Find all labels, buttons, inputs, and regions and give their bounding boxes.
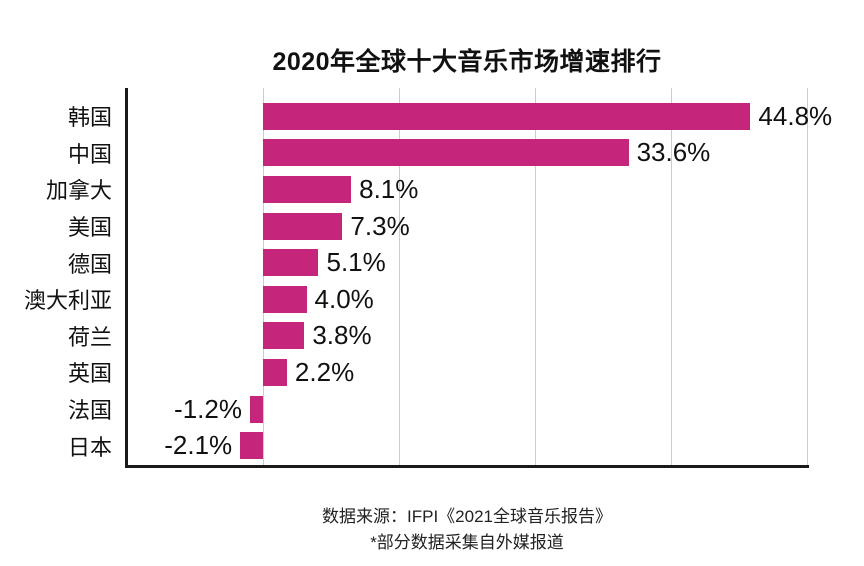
bar [263, 139, 629, 167]
bar-row: 日本 -2.1% [0, 427, 864, 464]
bar [263, 102, 751, 130]
bar [263, 285, 307, 313]
plot-area: 韩国 44.8% 中国 33.6% 加拿大 8.1% 美国 7.3% 德国 5.1% 澳大利亚 4.0… [0, 88, 864, 468]
bar-row: 澳大利亚 4.0% [0, 281, 864, 318]
bar [263, 175, 352, 203]
bar [263, 212, 343, 240]
bar [263, 322, 305, 350]
bar [263, 249, 319, 277]
gridline [670, 88, 672, 465]
value-label: -1.2% [174, 393, 242, 424]
value-label: 5.1% [326, 247, 386, 278]
category-label: 法国 [67, 398, 112, 424]
gridline [262, 88, 264, 465]
category-label: 加拿大 [45, 178, 112, 204]
category-label: 中国 [67, 141, 112, 167]
value-label: 3.8% [312, 320, 372, 351]
bar-row: 中国 33.6% [0, 135, 864, 172]
chart-title: 2020年全球十大音乐市场增速排行 [272, 48, 662, 76]
category-label: 美国 [67, 215, 112, 241]
bar-row: 英国 2.2% [0, 354, 864, 391]
disclaimer-line: *部分数据采集自外媒报道 [370, 533, 564, 552]
bar-row: 荷兰 3.8% [0, 318, 864, 355]
category-label: 荷兰 [67, 324, 112, 350]
bar [240, 432, 263, 460]
bar-row: 韩国 44.8% [0, 98, 864, 135]
value-label: 2.2% [294, 356, 355, 387]
data-source-note: 数据来源：IFPI《2021全球音乐报告》 *部分数据采集自外媒报道 [127, 504, 807, 556]
category-label: 韩国 [67, 105, 112, 131]
bar [249, 395, 263, 423]
bar-row: 德国 5.1% [0, 244, 864, 281]
value-label: 33.6% [636, 137, 711, 168]
value-label: 7.3% [350, 210, 410, 241]
value-label: -2.1% [164, 430, 233, 461]
category-label: 日本 [67, 434, 112, 460]
gridline [534, 88, 536, 465]
value-label: 4.0% [314, 283, 374, 314]
value-label: 44.8% [758, 100, 833, 131]
bar-row: 加拿大 8.1% [0, 171, 864, 208]
category-label: 英国 [67, 361, 112, 387]
bar-row: 法国 -1.2% [0, 391, 864, 428]
category-label: 德国 [67, 251, 112, 277]
source-line: 数据来源：IFPI《2021全球音乐报告》 [322, 507, 612, 526]
category-label: 澳大利亚 [23, 288, 112, 314]
bar-row: 美国 7.3% [0, 208, 864, 245]
bar [263, 358, 287, 386]
gridline [806, 88, 808, 465]
gridline [398, 88, 400, 465]
x-axis-line [125, 465, 809, 468]
value-label: 8.1% [359, 173, 419, 204]
y-axis-line [125, 88, 128, 468]
